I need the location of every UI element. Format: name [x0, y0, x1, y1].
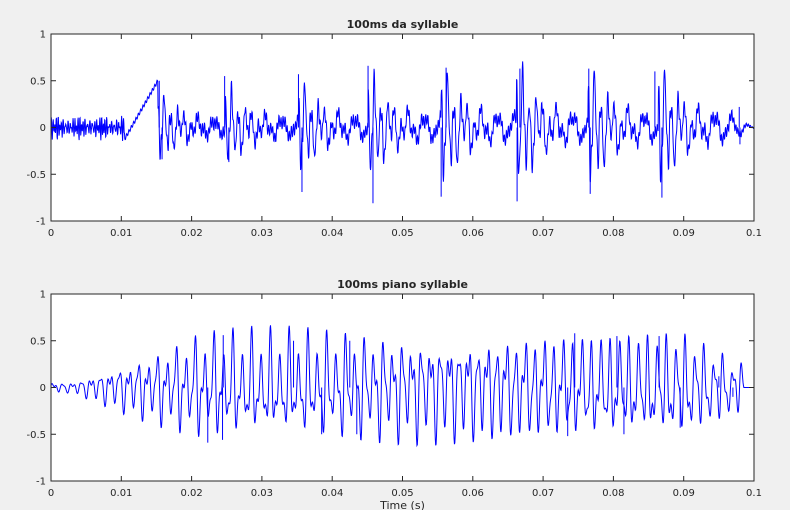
da-waveform-line [50, 61, 755, 183]
piano-x-tick-label: 0.06 [462, 488, 484, 499]
da-x-tick-label: 0.03 [251, 228, 273, 239]
piano-x-tick-label: 0.07 [532, 488, 554, 499]
da-x-tick-label: 0.05 [391, 228, 413, 239]
piano-x-tick-label: 0.01 [110, 488, 132, 499]
piano-syllable-axes: 0 0.01 0.02 0.03 0.04 0.05 0.06 0.07 0.08 0.09 0.1… [26, 278, 761, 510]
da-x-tick-label: 0.07 [532, 228, 554, 239]
da-x-tick-label: 0.1 [746, 228, 762, 239]
piano-x-tick-label: 0 [48, 488, 54, 499]
piano-x-tick-label: 0.03 [251, 488, 273, 499]
da-x-tick-label: 0.08 [602, 228, 624, 239]
piano-x-tick-label: 0.08 [602, 488, 624, 499]
piano-plot-area [51, 294, 754, 481]
piano-x-axis-label: Time (s) [379, 499, 425, 510]
da-x-tick-label: 0.01 [110, 228, 132, 239]
da-y-tick-label: 1 [40, 30, 46, 41]
piano-x-tick-label: 0.02 [180, 488, 202, 499]
da-y-tick-label: 0.5 [30, 76, 46, 87]
piano-chart-title: 100ms piano syllable [337, 278, 468, 291]
piano-x-tick-label: 0.04 [321, 488, 343, 499]
piano-x-tick-label: 0.05 [391, 488, 413, 499]
da-x-tick-label: 0.04 [321, 228, 343, 239]
da-y-tick-label: -1 [36, 217, 46, 228]
da-x-tick-label: 0.09 [673, 228, 695, 239]
piano-y-tick-label: -0.5 [26, 430, 46, 441]
piano-y-tick-label: -1 [36, 477, 46, 488]
piano-waveform-line [50, 325, 754, 448]
piano-y-tick-label: 0 [40, 383, 46, 394]
da-chart-title: 100ms da syllable [347, 18, 459, 31]
piano-y-tick-label: 0.5 [30, 336, 46, 347]
piano-y-tick-label: 1 [40, 290, 46, 301]
da-x-tick-label: 0 [48, 228, 54, 239]
piano-x-tick-label: 0.1 [746, 488, 762, 499]
piano-x-tick-label: 0.09 [673, 488, 695, 499]
da-x-tick-label: 0.06 [462, 228, 484, 239]
da-x-tick-label: 0.02 [180, 228, 202, 239]
da-syllable-axes: 0 0.01 0.02 0.03 0.04 0.05 0.06 0.07 0.08 0.09 0.1… [26, 18, 761, 239]
da-y-tick-label: 0 [40, 123, 46, 134]
da-y-tick-label: -0.5 [26, 170, 46, 181]
